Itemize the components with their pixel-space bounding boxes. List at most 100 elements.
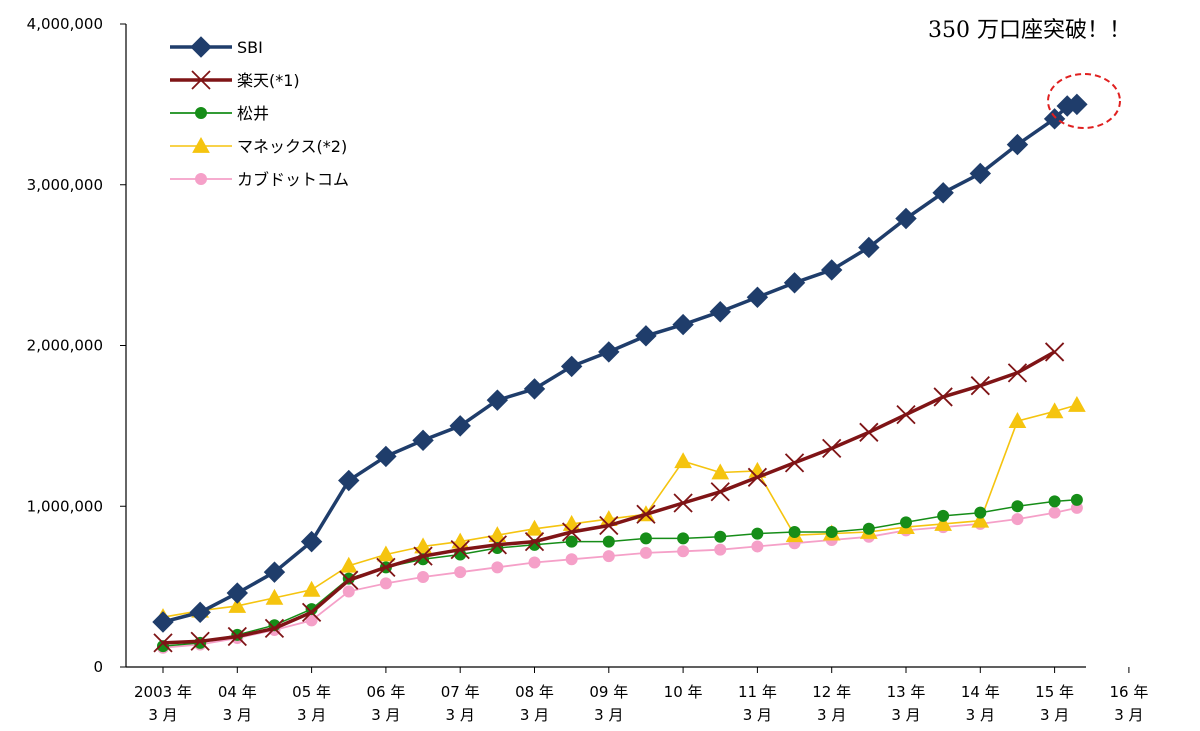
series-2-point [714, 530, 727, 543]
series-2-point [677, 532, 690, 545]
series-0-point [672, 313, 694, 336]
series-2-line [162, 499, 1077, 647]
series-3-point [488, 526, 507, 543]
legend-2-point [195, 107, 207, 119]
series-1-point [636, 504, 656, 524]
x-tick-month: 3 月 [520, 706, 549, 724]
series-3-point [302, 580, 321, 597]
series-4-point [565, 553, 578, 566]
series-3 [154, 395, 1086, 625]
series-1-point [747, 467, 768, 487]
y-axis-ticks: 4,000,000 3,000,000 2,000,000 1,000,000 0 [27, 15, 126, 676]
y-tick-label: 4,000,000 [27, 15, 103, 33]
x-tick-year: 04 年 [218, 683, 257, 701]
legend-3-point [192, 136, 210, 153]
series-1-line [162, 350, 1056, 645]
x-tick-year: 06 年 [366, 683, 405, 701]
series-3-line [162, 404, 1078, 618]
series-2-point [788, 525, 801, 538]
x-tick-month: 3 月 [817, 706, 846, 724]
series-2-point [639, 532, 652, 545]
series-0-point [486, 389, 509, 411]
series-0-point [412, 429, 434, 452]
series-0-point [598, 341, 620, 363]
series-4-point [639, 546, 652, 559]
series-0-point [783, 272, 806, 294]
series-3-point [674, 452, 692, 469]
series-1-point [1044, 342, 1065, 362]
series-3-point [265, 588, 284, 605]
x-tick-month: 3 月 [1040, 706, 1069, 724]
series-3-point [1008, 412, 1027, 428]
x-tick-month: 3 月 [223, 706, 252, 724]
series-2-point [751, 527, 764, 540]
series-2-point [862, 522, 875, 535]
series-4-point [602, 550, 615, 563]
series-0-point [932, 182, 954, 204]
series-4-point [1011, 513, 1024, 526]
series-3-point [971, 511, 990, 528]
series-0-point [523, 378, 546, 400]
x-tick-year: 05 年 [292, 683, 331, 701]
series-3-point [711, 463, 730, 480]
legend-1-point [191, 70, 211, 90]
series-4-point [379, 577, 392, 590]
x-tick-year: 14 年 [961, 683, 1000, 701]
series-3-point [525, 519, 544, 536]
series-4-point [1048, 506, 1061, 519]
x-tick-month: 3 月 [297, 706, 326, 724]
series-3-point [414, 537, 432, 554]
series-layer [152, 93, 1088, 654]
legend-item: カブドットコム [170, 170, 349, 189]
series-1-point [673, 493, 693, 513]
series-1-point [710, 482, 730, 502]
legend-label: 楽天(*1) [237, 71, 300, 90]
series-0-point [560, 355, 583, 378]
series-0-point [1066, 93, 1088, 116]
x-tick-year: 15 年 [1035, 683, 1074, 701]
legend-label: 松井 [237, 104, 269, 123]
series-1-point [190, 631, 210, 651]
y-tick-label: 3,000,000 [27, 176, 103, 194]
series-4-point [342, 585, 355, 598]
series-2-point [1070, 493, 1083, 506]
series-3-point [934, 514, 952, 531]
series-0-point [338, 469, 360, 492]
series-0-point [375, 445, 397, 468]
legend-4-point [195, 173, 207, 185]
legend-item: 楽天(*1) [170, 70, 300, 90]
series-0-point [189, 601, 211, 624]
series-1-point [599, 515, 619, 536]
legend-item: 松井 [170, 104, 269, 123]
series-1-point [822, 438, 842, 459]
legend-label: SBI [237, 38, 263, 57]
x-tick-month: 3 月 [371, 706, 400, 724]
series-0-point [263, 561, 286, 583]
x-tick-month: 3 月 [148, 706, 177, 724]
series-2-point [1048, 495, 1061, 508]
y-tick-label: 2,000,000 [27, 337, 103, 355]
series-1-point [859, 422, 879, 442]
x-tick-year: 13 年 [887, 683, 926, 701]
series-0-point [820, 259, 843, 281]
series-3-point [377, 545, 395, 562]
x-tick-year: 16 年 [1109, 683, 1148, 701]
series-4-point [454, 566, 467, 579]
series-2-point [900, 516, 912, 529]
series-1-point [227, 626, 247, 647]
series-1-point [970, 376, 990, 396]
series-2-point [825, 525, 838, 538]
series-1-point [487, 535, 507, 555]
series-1-point [524, 531, 545, 552]
series-3-point [1068, 395, 1086, 412]
legend-item: マネックス(*2) [170, 136, 347, 156]
x-tick-year: 12 年 [812, 683, 851, 701]
series-1-point [562, 522, 582, 542]
series-1-point [1007, 363, 1028, 383]
series-0-point [449, 415, 471, 437]
x-tick-month: 3 月 [966, 706, 995, 724]
series-1-point [153, 633, 173, 653]
